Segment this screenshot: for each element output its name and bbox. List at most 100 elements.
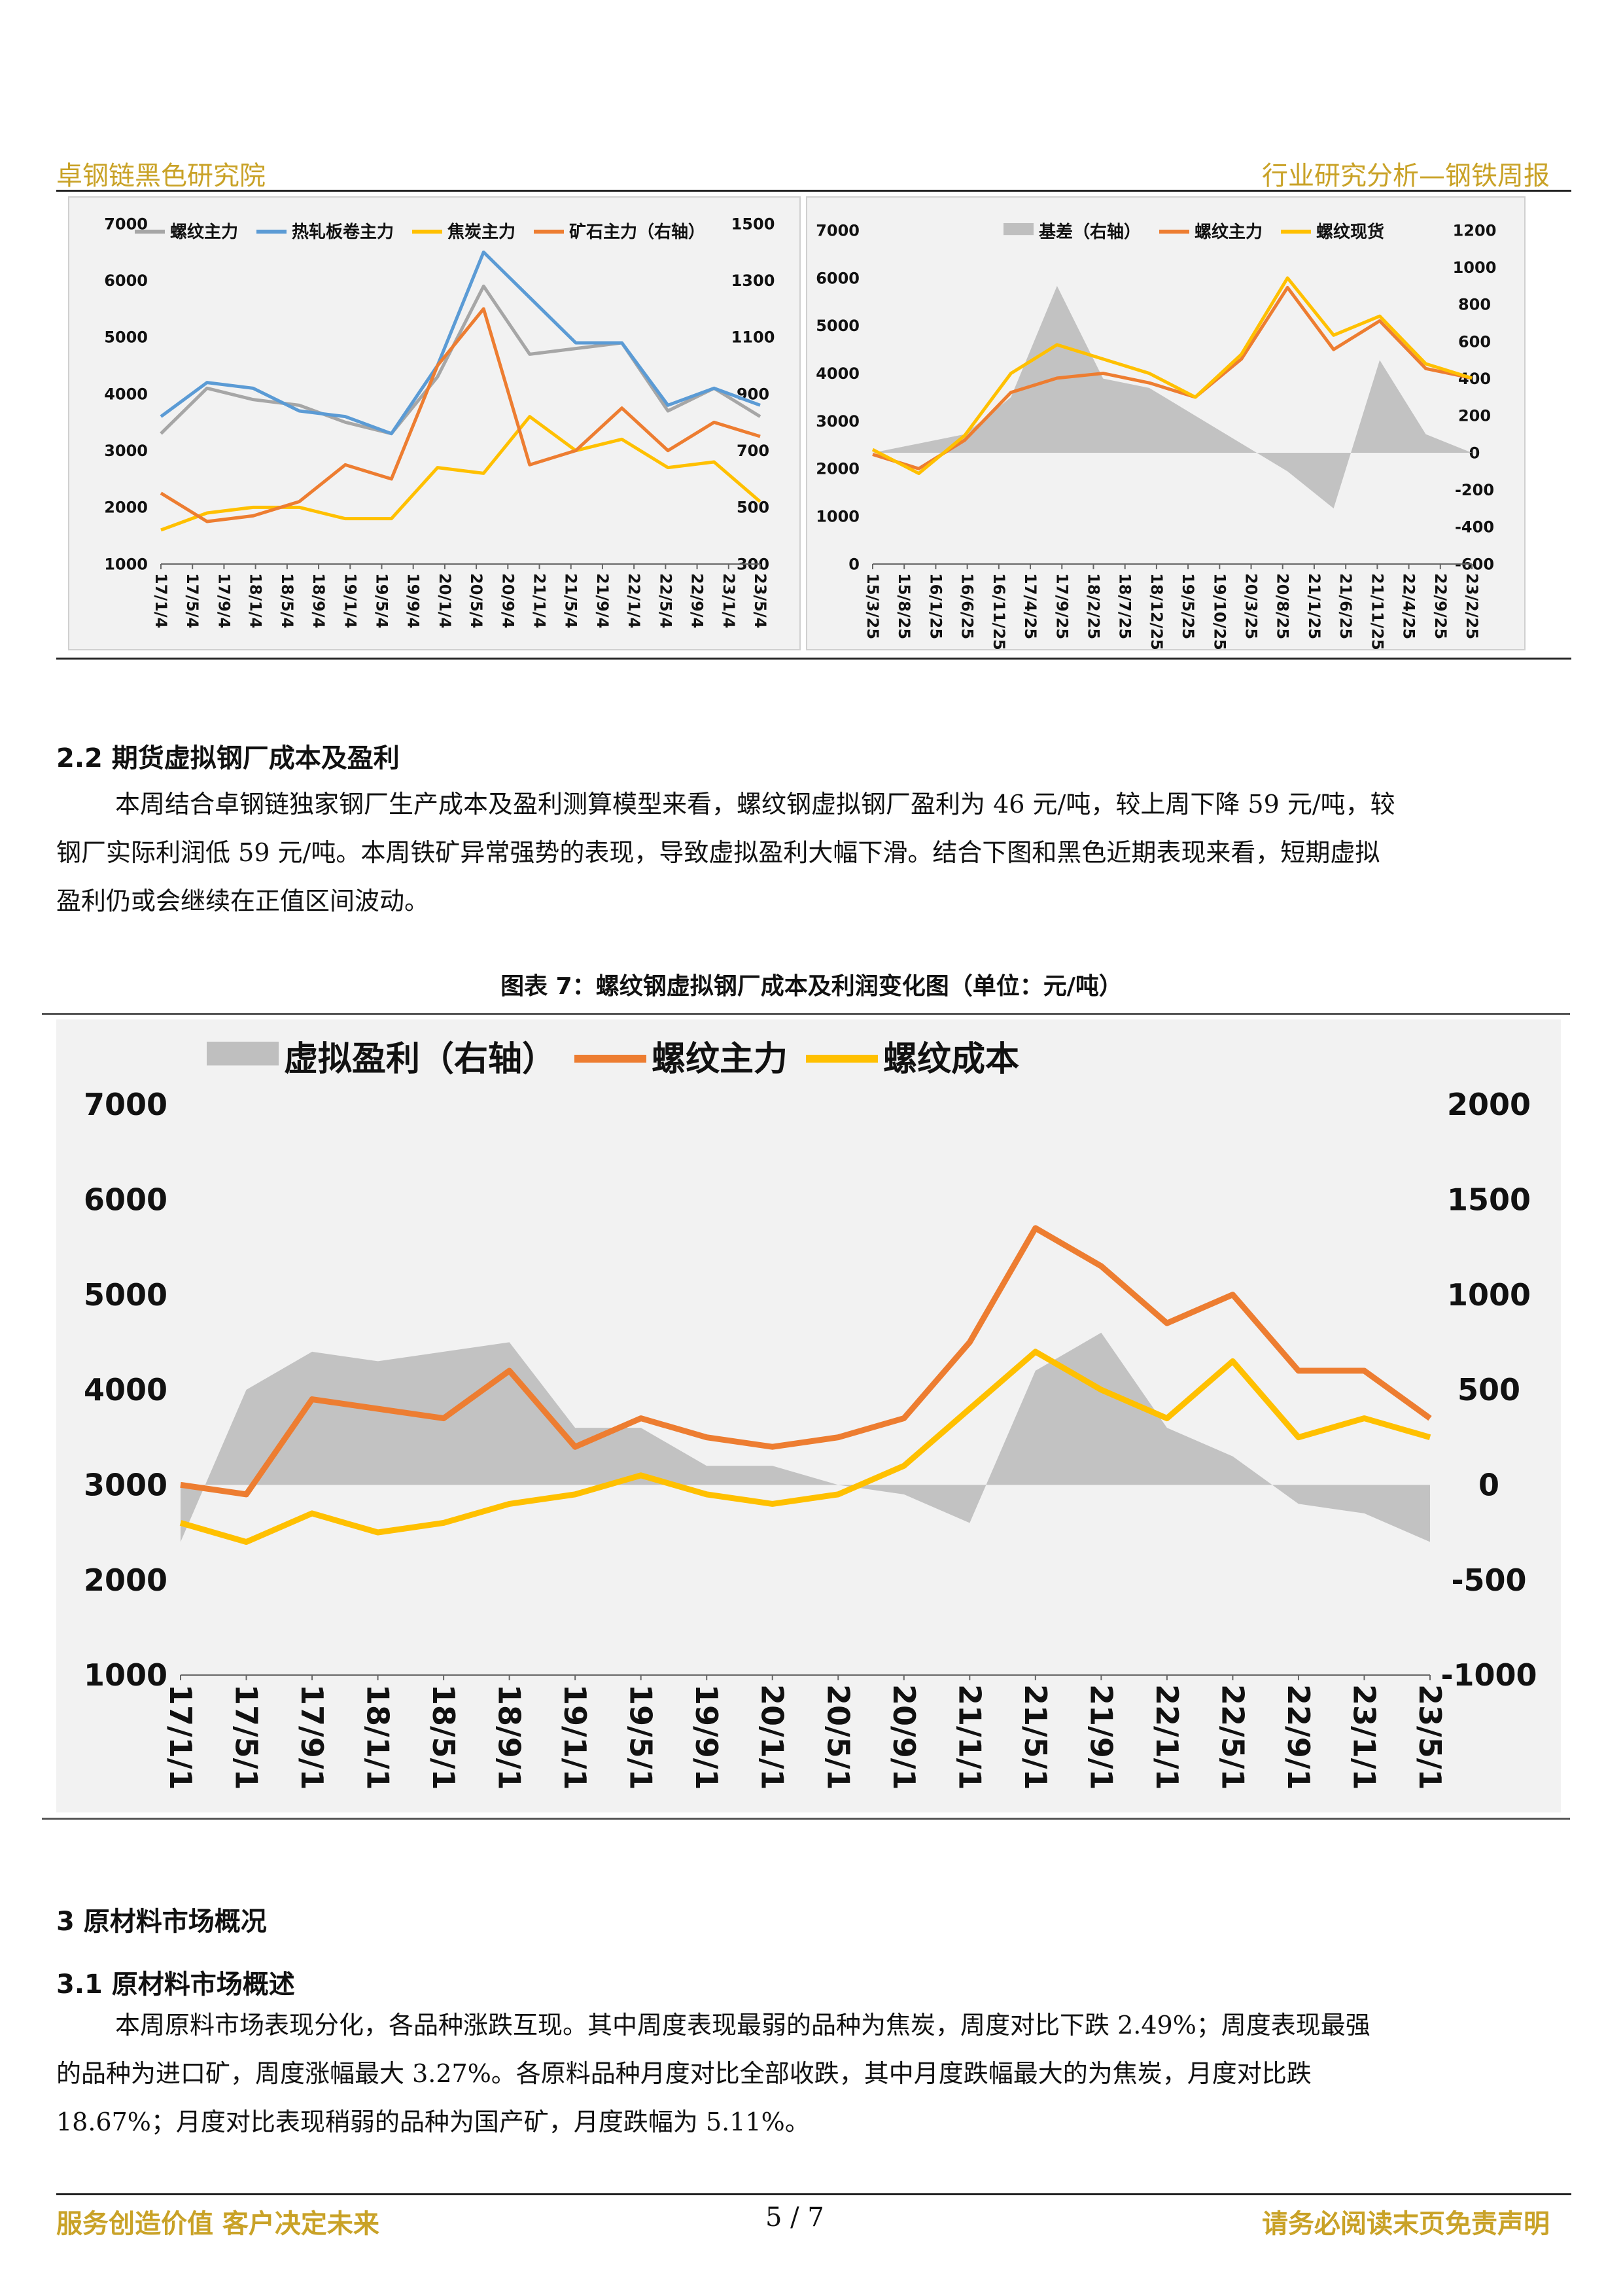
x-tick-label: 22/1/4 [625, 573, 643, 628]
x-tick-label: 19/10/25 [1210, 573, 1229, 649]
y-left-tick-label: 5000 [84, 1277, 167, 1313]
y-left-tick-label: 1000 [84, 1657, 167, 1693]
y-right-tick-label: 500 [737, 499, 769, 517]
header-divider [56, 190, 1571, 192]
x-tick-label: 23/2/25 [1463, 573, 1481, 639]
y-left-tick-label: 6000 [816, 269, 860, 287]
para-line: 钢厂实际利润低 59 元/吨。本周铁矿异常强势的表现，导致虚拟盈利大幅下滑。结合… [56, 838, 1380, 867]
y-right-tick-label: 400 [1458, 370, 1491, 388]
y-left-tick-label: 1000 [104, 555, 148, 573]
y-left-tick-label: 6000 [84, 1182, 167, 1217]
x-tick-label: 17/1/1 [163, 1684, 198, 1790]
y-left-tick-label: 1000 [816, 508, 860, 526]
x-tick-label: 18/1/1 [360, 1684, 396, 1790]
series-line [160, 415, 761, 532]
y-right-tick-label: -1000 [1440, 1657, 1537, 1693]
x-tick-label: 15/8/25 [895, 573, 913, 639]
x-tick-label: 22/5/4 [656, 573, 674, 628]
x-tick-label: 23/1/4 [720, 573, 738, 628]
y-left-tick-label: 2000 [816, 460, 860, 478]
x-tick-label: 18/5/1 [426, 1684, 461, 1790]
y-left-tick-label: 4000 [104, 385, 148, 403]
para-line: 18.67%；月度对比表现稍弱的品种为国产矿，月度跌幅为 5.11%。 [56, 2108, 810, 2136]
legend-label: 焦炭主力 [447, 222, 515, 242]
y-right-tick-label: -400 [1455, 518, 1494, 537]
chart-futures-prices: 7000 6000 5000 4000 3000 2000 1000 1500 1300 1100… [68, 196, 801, 650]
legend-label: 螺纹现货 [1316, 222, 1384, 242]
x-tick-label: 18/2/25 [1084, 573, 1102, 639]
x-tick-label: 16/1/25 [926, 573, 945, 639]
x-tick-label: 18/9/4 [309, 573, 328, 628]
footer-divider [56, 2193, 1571, 2195]
series-line [871, 276, 1473, 476]
x-tick-label: 21/1/4 [531, 573, 549, 628]
legend-label: 螺纹主力 [652, 1040, 788, 1079]
series-line [179, 1349, 1431, 1545]
y-right-tick-label: 1000 [1447, 1277, 1531, 1313]
x-tick-label: 21/11/25 [1368, 573, 1386, 649]
x-tick-label: 17/1/4 [152, 573, 170, 628]
figure-bottom-rule [42, 1818, 1570, 1820]
header-left: 卓钢链黑色研究院 [56, 161, 266, 191]
x-tick-label: 18/12/25 [1147, 573, 1166, 649]
x-tick-label: 21/9/1 [1083, 1684, 1119, 1790]
x-tick-label: 22/9/4 [688, 573, 707, 628]
y-right-tick-label: -500 [1451, 1563, 1526, 1598]
y-right-tick-label: 0 [1478, 1467, 1499, 1502]
x-tick-label: 18/7/25 [1116, 573, 1134, 639]
legend-swatch [207, 1042, 279, 1066]
x-tick-label: 21/6/25 [1336, 573, 1355, 639]
y-right-tick-label: 1500 [731, 215, 775, 233]
y-left-tick-label: 3000 [84, 1467, 167, 1502]
y-right-tick-label: 0 [1469, 444, 1480, 462]
y-left-tick-label: 5000 [104, 328, 148, 347]
chart-rebar-basis: 7000 6000 5000 4000 3000 2000 1000 0 1200 1000 800… [806, 196, 1526, 650]
header-right: 行业研究分析—钢铁周报 [1262, 161, 1550, 191]
x-tick-label: 19/5/4 [372, 573, 391, 628]
y-right-tick-label: 900 [737, 385, 769, 403]
x-tick-label: 20/3/25 [1242, 573, 1261, 639]
para-line: 本周结合卓钢链独家钢厂生产成本及盈利测算模型来看，螺纹钢虚拟钢厂盈利为 46 元… [115, 790, 1395, 819]
x-tick-label: 23/5/1 [1412, 1684, 1448, 1790]
x-tick-label: 18/1/4 [247, 573, 265, 628]
x-tick-label: 20/1/4 [436, 573, 454, 628]
y-right-tick-label: 2000 [1447, 1087, 1531, 1122]
para-line: 本周原料市场表现分化，各品种涨跌互现。其中周度表现最弱的品种为焦炭，周度对比下跌… [115, 2011, 1370, 2040]
chart-row-divider [56, 658, 1571, 660]
x-tick-label: 20/5/4 [467, 573, 485, 628]
footer-left: 服务创造价值 客户决定未来 [56, 2209, 379, 2239]
section-3-1-body: 本周原料市场表现分化，各品种涨跌互现。其中周度表现最弱的品种为焦炭，周度对比下跌… [56, 2001, 1574, 2146]
x-tick-label: 21/5/4 [562, 573, 580, 628]
x-tick-label: 19/1/4 [341, 573, 359, 628]
x-tick-label: 19/5/1 [623, 1684, 659, 1790]
x-tick-label: 16/11/25 [990, 573, 1008, 649]
y-left-tick-label: 4000 [84, 1372, 167, 1407]
legend-label: 矿石主力（右轴） [569, 222, 705, 242]
section-2-2-body: 本周结合卓钢链独家钢厂生产成本及盈利测算模型来看，螺纹钢虚拟钢厂盈利为 46 元… [56, 780, 1574, 925]
y-left-tick-label: 2000 [104, 499, 148, 517]
legend-label: 螺纹成本 [883, 1040, 1019, 1079]
figure-top-rule [42, 1013, 1570, 1015]
y-left-tick-label: 3000 [816, 412, 860, 431]
y-right-tick-label: 1300 [731, 272, 775, 290]
series-line [160, 284, 761, 436]
x-tick-label: 19/9/1 [689, 1684, 724, 1790]
x-tick-label: 22/1/1 [1149, 1684, 1185, 1790]
y-left-tick-label: 6000 [104, 272, 148, 290]
x-tick-label: 22/9/25 [1431, 573, 1450, 639]
y-right-tick-label: -200 [1455, 481, 1494, 499]
x-tick-label: 23/1/1 [1346, 1684, 1382, 1790]
chart-background [69, 198, 799, 649]
y-right-tick-label: 1100 [731, 328, 775, 347]
x-tick-label: 19/9/4 [404, 573, 423, 628]
para-line: 的品种为进口矿，周度涨幅最大 3.27%。各原料品种月度对比全部收跌，其中月度跌… [56, 2059, 1312, 2088]
x-tick-label: 17/9/25 [1053, 573, 1071, 639]
x-tick-label: 17/9/4 [215, 573, 233, 628]
x-tick-label: 22/5/1 [1215, 1684, 1250, 1790]
series-line [160, 250, 761, 436]
x-tick-label: 17/5/4 [183, 573, 201, 628]
series-line [180, 1225, 1432, 1498]
x-tick-label: 17/5/1 [229, 1684, 264, 1790]
para-line: 盈利仍或会继续在正值区间波动。 [56, 887, 430, 915]
section-heading: 2.2 期货虚拟钢厂成本及盈利 [56, 743, 400, 773]
